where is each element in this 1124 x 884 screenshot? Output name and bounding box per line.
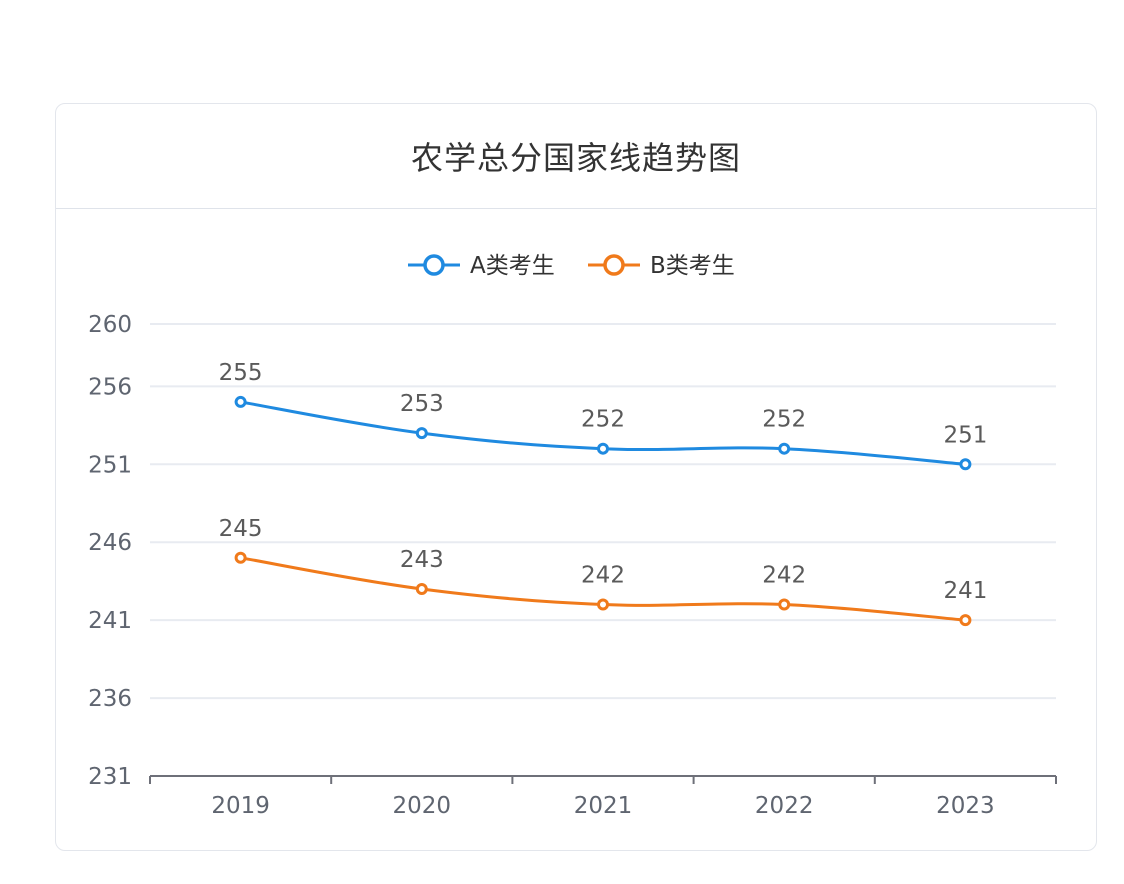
y-tick-label: 241: [88, 608, 132, 634]
y-tick-label: 246: [88, 530, 132, 556]
x-tick-label: 2020: [393, 793, 452, 819]
y-tick-label: 251: [88, 452, 132, 478]
data-point[interactable]: [415, 427, 428, 440]
chart-title: 农学总分国家线趋势图: [410, 139, 741, 177]
data-point[interactable]: [597, 442, 609, 455]
legend: A类考生 B类考生: [408, 253, 735, 279]
y-tick-label: 236: [88, 686, 132, 712]
legend-item[interactable]: B类考生: [588, 253, 735, 279]
data-point[interactable]: [778, 442, 791, 455]
x-tick-label: 2023: [936, 793, 995, 819]
data-label: 245: [219, 516, 263, 542]
legend-label: A类考生: [470, 253, 555, 279]
data-point[interactable]: [234, 551, 247, 564]
x-tick-label: 2019: [211, 793, 270, 819]
data-label: 255: [219, 360, 263, 386]
x-tick-label: 2021: [574, 793, 633, 819]
data-label: 243: [400, 547, 444, 573]
data-label: 252: [762, 407, 806, 433]
data-point[interactable]: [778, 598, 791, 611]
chart-card: 农学总分国家线趋势图: [55, 103, 1097, 851]
series: 255 253 252 252 251 245 243 242 242 241: [219, 360, 987, 627]
data-label: 241: [943, 578, 987, 604]
series-b: 245 243 242 242 241: [219, 516, 987, 627]
grid-lines: [150, 323, 1056, 700]
x-tick-label: 2022: [755, 793, 814, 819]
data-label: 242: [762, 563, 806, 589]
data-point[interactable]: [959, 458, 972, 471]
data-label: 251: [943, 422, 987, 448]
legend-label: B类考生: [650, 253, 735, 279]
chart-header: 农学总分国家线趋势图: [56, 104, 1096, 209]
y-tick-label: 231: [88, 764, 132, 790]
legend-marker-icon: [603, 254, 625, 276]
data-label: 242: [581, 563, 625, 589]
data-point[interactable]: [597, 598, 609, 611]
data-point[interactable]: [959, 614, 972, 627]
data-label: 252: [581, 407, 625, 433]
data-point[interactable]: [234, 395, 247, 408]
y-axis: 231 236 241 246 251 256 260: [88, 312, 132, 790]
legend-marker-icon: [423, 254, 445, 276]
data-label: 253: [400, 391, 444, 417]
data-point[interactable]: [415, 582, 428, 595]
series-a: 255 253 252 252 251: [219, 360, 987, 471]
y-tick-label: 256: [88, 374, 132, 400]
legend-item[interactable]: A类考生: [408, 253, 555, 279]
x-axis: 2019 2020 2021 2022 2023: [149, 775, 1057, 819]
y-tick-label: 260: [88, 312, 132, 338]
